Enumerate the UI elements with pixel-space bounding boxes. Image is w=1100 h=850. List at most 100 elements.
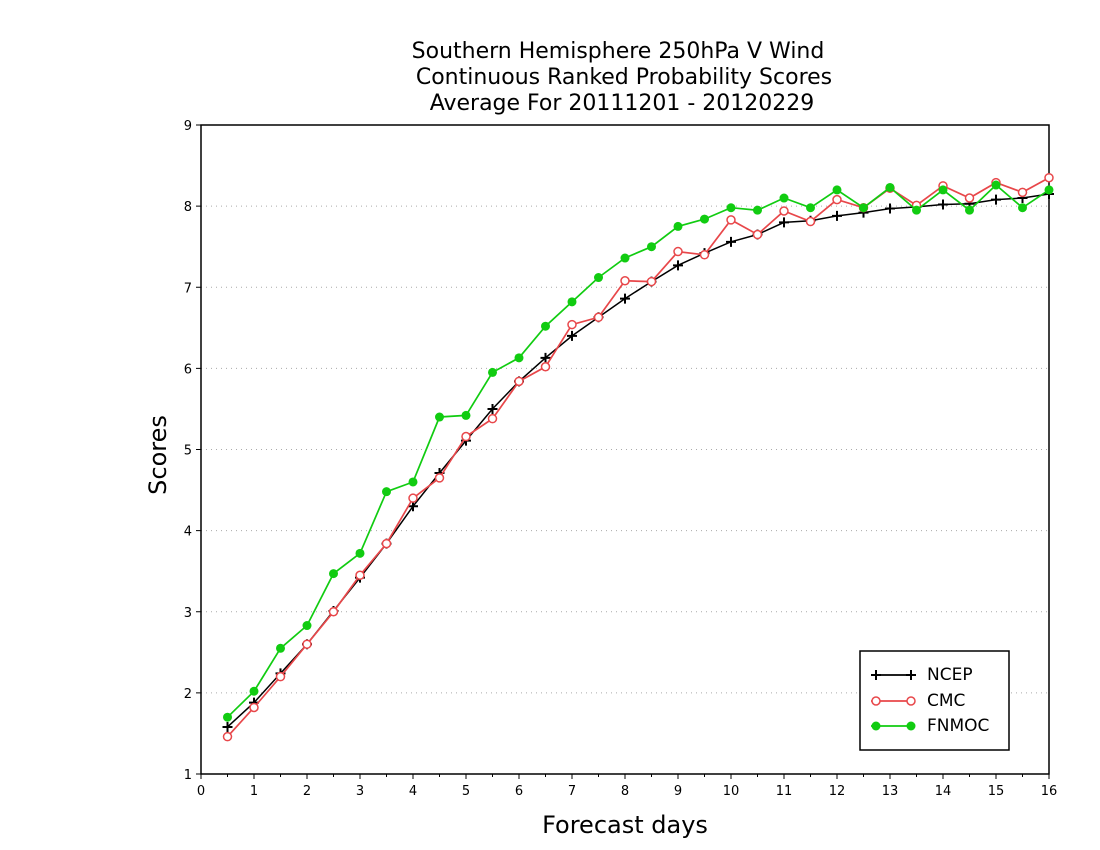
data-point-cmc xyxy=(514,376,524,387)
data-point-cmc xyxy=(461,431,471,442)
y-tick-label: 2 xyxy=(184,687,192,702)
data-point-fnmoc xyxy=(567,297,577,307)
data-point-fnmoc xyxy=(302,621,312,631)
data-point-cmc xyxy=(593,312,604,323)
data-point-cmc xyxy=(620,276,630,286)
x-tick-label: 2 xyxy=(303,784,311,799)
x-tick-label: 12 xyxy=(829,784,846,799)
data-point-ncep xyxy=(673,260,683,271)
legend-marker-fnmoc xyxy=(906,721,916,731)
data-point-fnmoc xyxy=(382,487,391,497)
y-tick-label: 5 xyxy=(184,444,192,459)
legend: NCEP CMC FNMOC xyxy=(859,650,1010,751)
chart-title-line-1: Southern Hemisphere 250hPa V Wind xyxy=(412,39,825,64)
data-point-fnmoc xyxy=(726,203,736,213)
legend-box xyxy=(859,650,1010,751)
data-point-fnmoc xyxy=(647,242,656,252)
x-tick-label: 16 xyxy=(1041,784,1058,799)
x-tick-label: 4 xyxy=(409,784,417,799)
legend-marker-cmc xyxy=(871,696,881,706)
legend-marker-ncep xyxy=(871,670,881,680)
data-point-ncep xyxy=(222,721,233,732)
data-point-cmc xyxy=(222,731,233,742)
legend-marker-fnmoc xyxy=(871,721,881,731)
data-point-fnmoc xyxy=(779,193,789,203)
data-point-ncep xyxy=(832,210,842,221)
series-layer xyxy=(222,172,1054,742)
x-tick-label: 8 xyxy=(621,784,629,799)
y-tick-label: 8 xyxy=(184,200,192,215)
legend-marker-cmc xyxy=(906,696,916,706)
data-point-cmc xyxy=(752,229,763,240)
data-point-ncep xyxy=(779,217,789,228)
x-tick-label: 0 xyxy=(197,784,205,799)
data-point-fnmoc xyxy=(673,221,683,231)
data-point-cmc xyxy=(779,206,789,216)
x-tick-label: 13 xyxy=(882,784,899,799)
data-point-cmc xyxy=(275,671,286,682)
data-point-cmc xyxy=(328,607,339,617)
data-point-fnmoc xyxy=(912,205,921,215)
x-tick-label: 14 xyxy=(935,784,952,799)
data-point-fnmoc xyxy=(885,182,895,192)
x-tick-label: 7 xyxy=(568,784,576,799)
data-point-fnmoc xyxy=(329,569,338,579)
data-point-ncep xyxy=(487,403,498,414)
data-point-fnmoc xyxy=(700,214,709,224)
data-point-fnmoc xyxy=(488,367,497,377)
x-tick-label: 5 xyxy=(462,784,470,799)
data-point-fnmoc xyxy=(594,273,603,283)
data-point-fnmoc xyxy=(965,205,974,215)
x-tick-label: 11 xyxy=(776,784,793,799)
series-line-ncep xyxy=(226,193,1050,728)
data-point-fnmoc xyxy=(832,185,842,195)
data-point-cmc xyxy=(646,276,657,287)
data-point-ncep xyxy=(726,236,736,247)
data-point-fnmoc xyxy=(276,643,285,653)
data-point-fnmoc xyxy=(223,712,232,722)
data-point-fnmoc xyxy=(620,253,630,263)
x-tick-label: 15 xyxy=(988,784,1005,799)
data-point-cmc xyxy=(487,413,498,424)
data-point-cmc xyxy=(1017,187,1028,198)
data-point-fnmoc xyxy=(859,203,868,213)
data-point-fnmoc xyxy=(938,185,948,195)
data-point-cmc xyxy=(434,473,445,483)
data-point-cmc xyxy=(805,216,816,227)
data-point-cmc xyxy=(726,215,736,225)
data-point-fnmoc xyxy=(408,477,418,487)
data-point-fnmoc xyxy=(514,353,524,363)
legend-label-cmc: CMC xyxy=(927,691,965,711)
y-axis-title: Scores xyxy=(144,415,172,495)
data-point-cmc xyxy=(381,538,392,549)
chart-title-line-3: Average For 20111201 - 20120229 xyxy=(430,91,815,116)
data-point-ncep xyxy=(885,203,895,214)
y-tick-label: 1 xyxy=(184,768,192,783)
data-point-ncep xyxy=(938,199,948,210)
series-fnmoc xyxy=(223,180,1054,722)
data-point-ncep xyxy=(620,293,630,304)
data-point-cmc xyxy=(699,250,710,260)
data-point-fnmoc xyxy=(991,180,1001,190)
data-point-fnmoc xyxy=(1018,203,1027,213)
data-point-cmc xyxy=(567,319,577,330)
data-point-fnmoc xyxy=(355,548,365,558)
data-point-ncep xyxy=(567,330,577,341)
data-point-cmc xyxy=(408,493,418,503)
y-tick-label: 6 xyxy=(184,362,192,377)
x-tick-label: 10 xyxy=(723,784,740,799)
legend-label-fnmoc: FNMOC xyxy=(927,716,989,736)
data-point-cmc xyxy=(964,193,975,203)
data-point-ncep xyxy=(991,194,1001,205)
data-point-cmc xyxy=(673,246,683,257)
data-point-ncep xyxy=(540,352,551,363)
data-point-cmc xyxy=(302,639,312,649)
data-point-fnmoc xyxy=(806,203,815,213)
x-tick-label: 9 xyxy=(674,784,682,799)
series-line-cmc xyxy=(226,176,1050,738)
chart-title-line-2: Continuous Ranked Probability Scores xyxy=(416,65,832,90)
x-axis-title: Forecast days xyxy=(542,811,708,839)
plot-frame xyxy=(200,124,1050,775)
